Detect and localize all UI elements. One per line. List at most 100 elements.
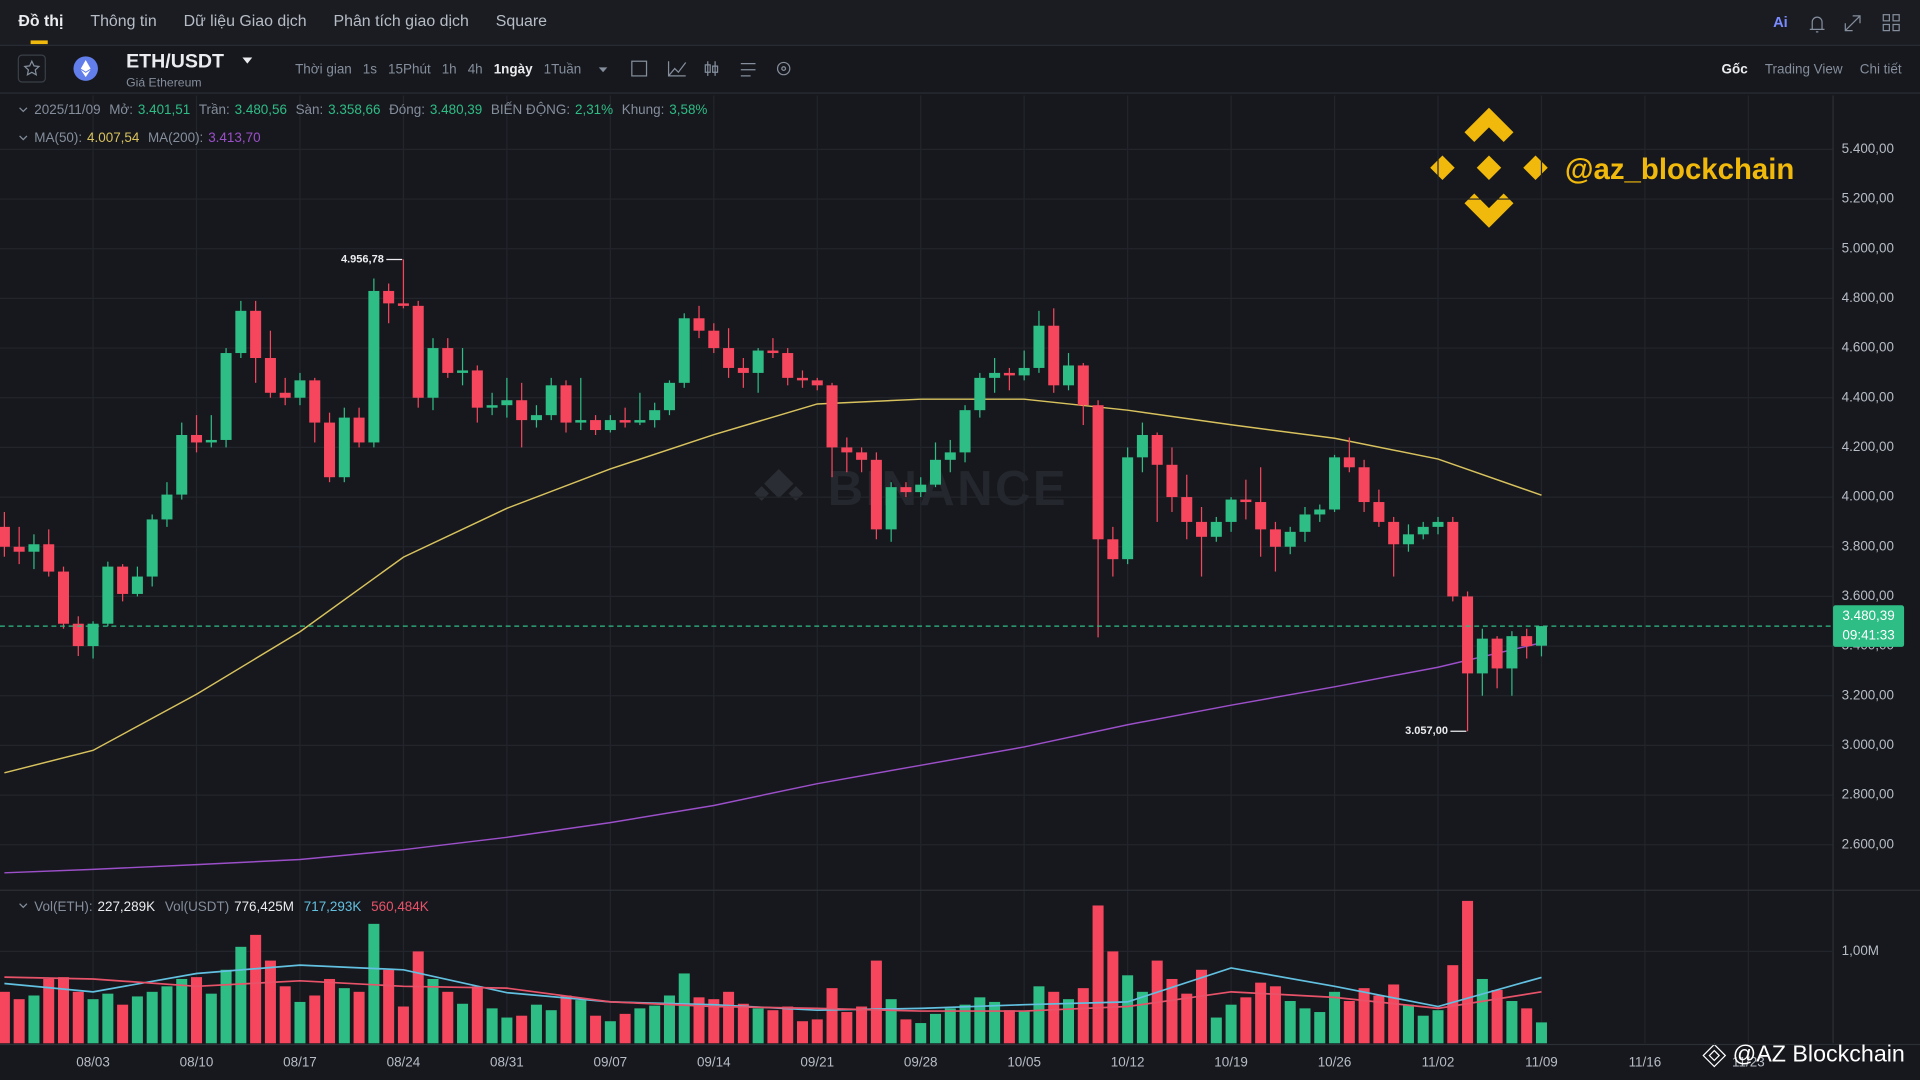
volume-bar: [1063, 999, 1075, 1044]
candle-body: [900, 487, 912, 493]
nav-tab[interactable]: Phân tích giao dịch: [334, 13, 469, 30]
volume-bar: [708, 999, 720, 1044]
candle-body: [191, 434, 203, 443]
candle-body: [1048, 325, 1060, 386]
candle-body: [1063, 365, 1075, 386]
nav-tab[interactable]: Square: [496, 13, 547, 30]
nav-tab[interactable]: Thông tin: [90, 13, 156, 30]
candle-body: [13, 546, 25, 552]
legend-collapse-icons[interactable]: [19, 107, 28, 909]
volume-bar: [811, 1019, 823, 1044]
layout-icon[interactable]: [1882, 14, 1900, 32]
y-tick-label: 2.600,00: [1842, 836, 1894, 851]
view-option[interactable]: Chi tiết: [1860, 61, 1902, 76]
volume-bar: [43, 978, 55, 1044]
candle-body: [1018, 367, 1030, 376]
candle-body: [1476, 638, 1488, 674]
interval-option[interactable]: 15Phút: [388, 61, 431, 76]
ai-button[interactable]: Ai: [1773, 15, 1788, 31]
ma-legend-value: 4.007,54: [87, 130, 140, 145]
symbol[interactable]: ETH/USDT: [126, 51, 224, 73]
candle-body: [368, 290, 380, 443]
candle-body: [1462, 596, 1474, 674]
volume-bar: [944, 1008, 956, 1044]
nav-tab[interactable]: Dữ liệu Giao dịch: [184, 13, 307, 30]
candle-body: [575, 420, 587, 423]
symbol-dropdown[interactable]: [242, 57, 253, 64]
volume-bar: [1107, 951, 1119, 1044]
candle-body: [590, 420, 602, 431]
candle-body: [338, 417, 350, 478]
interval-option[interactable]: Thời gian: [295, 61, 352, 76]
volume-bar: [1462, 900, 1474, 1044]
candle-body: [427, 348, 439, 398]
candle-body: [841, 447, 853, 453]
volume-bar: [161, 986, 173, 1044]
collapse-icon[interactable]: [1844, 15, 1861, 32]
nav-bar: [0, 0, 1920, 46]
candle-body: [604, 420, 616, 431]
x-tick-label: 10/26: [1318, 1054, 1352, 1069]
candle-body: [530, 415, 542, 421]
volume-bar: [205, 993, 217, 1044]
volume-bar: [1491, 989, 1503, 1044]
nav-tab[interactable]: Đồ thị: [18, 13, 63, 30]
x-tick-label: 10/05: [1007, 1054, 1041, 1069]
interval-option[interactable]: 1h: [442, 61, 457, 76]
handle-watermark: @az_blockchain: [1565, 153, 1794, 186]
x-tick-label: 08/10: [180, 1054, 214, 1069]
interval-option[interactable]: 1Tuần: [544, 61, 582, 76]
interval-dropdown[interactable]: [598, 67, 608, 73]
candle-body: [146, 519, 158, 577]
bell-icon[interactable]: [1809, 16, 1825, 33]
volume-bar: [678, 973, 690, 1044]
candle-body: [545, 385, 557, 416]
x-tick-label: 11/23: [1732, 1054, 1765, 1069]
volume-bar: [102, 993, 114, 1044]
view-option[interactable]: Gốc: [1722, 61, 1749, 76]
favorite-button[interactable]: [17, 54, 46, 83]
interval-option[interactable]: 4h: [468, 61, 483, 76]
candle-body: [885, 487, 897, 530]
volume-ma-value: 717,293K: [304, 899, 362, 914]
volume-bar: [767, 1010, 779, 1044]
volume-bar: [1521, 1008, 1533, 1044]
volume-bar: [427, 978, 439, 1044]
legend-label: Đóng:: [389, 102, 425, 117]
x-tick-label: 09/07: [594, 1054, 628, 1069]
candle-body: [1136, 434, 1148, 458]
volume-bar: [974, 997, 986, 1044]
volume-bar: [693, 997, 705, 1044]
legend-value: 3,58%: [669, 102, 707, 117]
interval-option[interactable]: 1s: [363, 61, 377, 76]
volume-bar: [279, 986, 291, 1044]
volume-bar: [545, 1010, 557, 1044]
y-tick-label: 3.800,00: [1842, 538, 1894, 553]
candle-body: [1107, 539, 1119, 560]
volume-bar: [117, 1004, 129, 1044]
volume-bar: [471, 986, 483, 1044]
candle-body: [856, 452, 868, 460]
candle-body: [649, 410, 661, 421]
tool-icons[interactable]: [631, 60, 791, 77]
footer-watermark: @AZ Blockchain: [1733, 1041, 1905, 1067]
candle-body: [235, 310, 247, 354]
candle-body: [0, 526, 10, 547]
candle-body: [634, 420, 646, 423]
candle-body: [250, 310, 262, 359]
x-tick-label: 08/31: [490, 1054, 524, 1069]
candle-body: [663, 382, 675, 411]
y-tick-label: 5.400,00: [1842, 141, 1894, 156]
legend-value: 3.358,66: [328, 102, 380, 117]
volume-bar: [57, 977, 70, 1044]
candle-body: [131, 576, 143, 594]
view-option[interactable]: Trading View: [1765, 61, 1843, 76]
volume-bar: [1033, 986, 1045, 1044]
volume-bar: [841, 1012, 853, 1044]
candle-body: [737, 367, 749, 373]
brand-watermark: BINANCE: [828, 462, 1068, 516]
volume-bar: [929, 1013, 942, 1044]
legend-label: Khung:: [622, 102, 665, 117]
interval-option[interactable]: 1ngày: [494, 61, 533, 76]
volume-bar: [959, 1004, 971, 1044]
